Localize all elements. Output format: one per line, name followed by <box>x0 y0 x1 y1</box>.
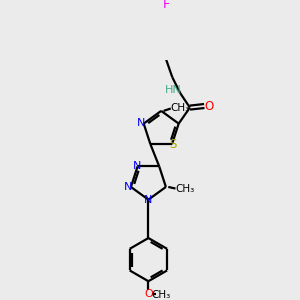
Text: N: N <box>133 160 141 171</box>
Text: N: N <box>124 182 133 192</box>
Text: CH₃: CH₃ <box>152 290 171 300</box>
Text: CH₃: CH₃ <box>176 184 195 194</box>
Text: HN: HN <box>165 85 182 95</box>
Text: O: O <box>205 100 214 112</box>
Text: N: N <box>137 118 146 128</box>
Text: O: O <box>145 289 154 299</box>
Text: CH₃: CH₃ <box>171 103 190 113</box>
Text: F: F <box>162 0 169 11</box>
Text: N: N <box>144 195 153 205</box>
Text: S: S <box>169 139 176 152</box>
